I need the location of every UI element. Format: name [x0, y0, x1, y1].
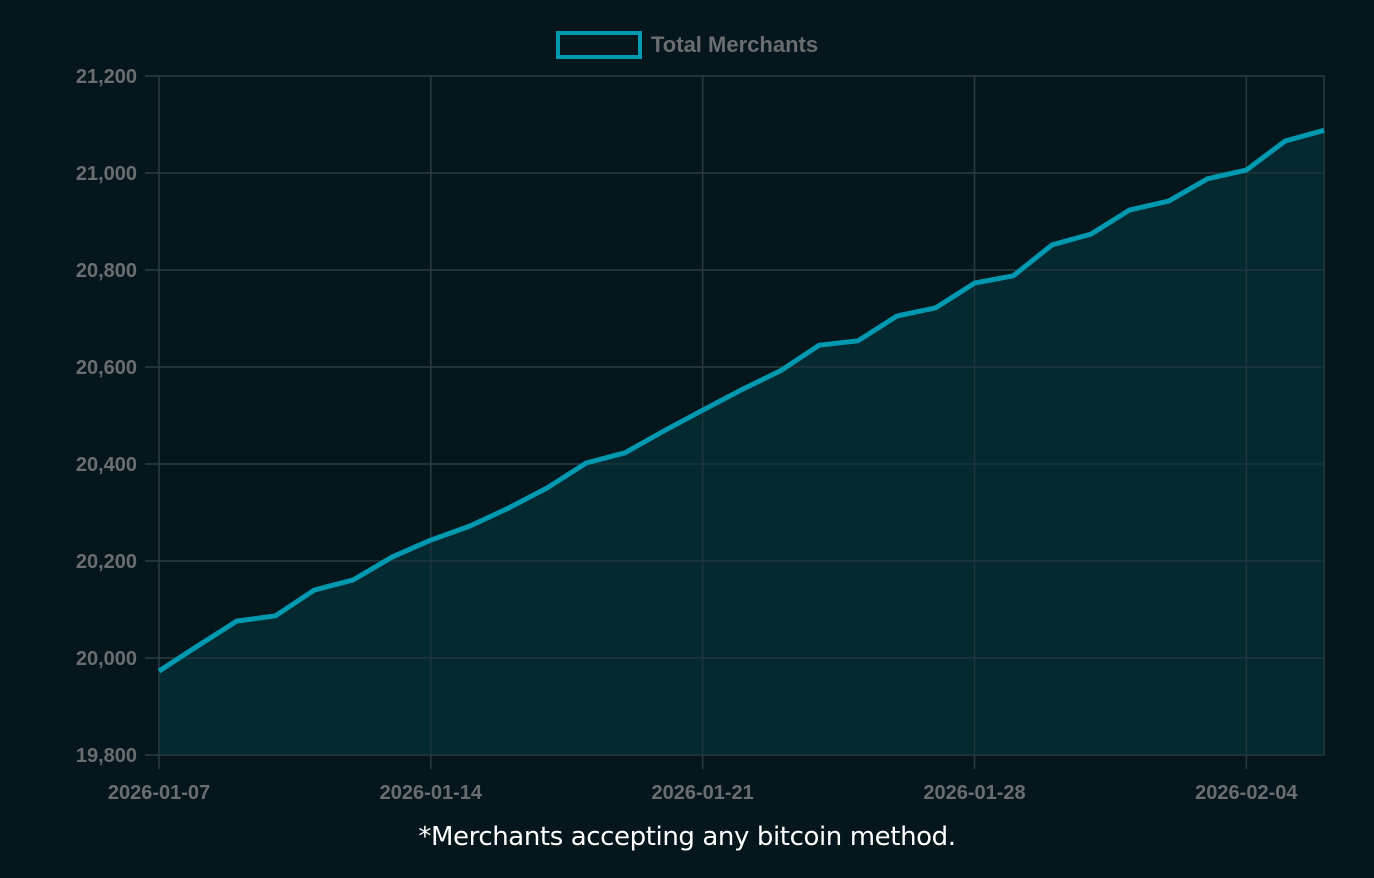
y-tick-label: 20,200 [76, 551, 137, 573]
y-tick-label: 21,000 [76, 163, 137, 185]
x-tick-label: 2026-01-28 [923, 782, 1025, 804]
x-tick-label: 2026-01-14 [380, 782, 483, 804]
y-tick-label: 20,000 [76, 648, 137, 670]
y-tick-label: 20,400 [76, 454, 137, 476]
grid-overlay [145, 75, 1325, 769]
y-tick-label: 20,800 [76, 260, 137, 282]
y-axis: 19,800 20,000 20,200 20,400 20,600 20,800 21,0… [76, 66, 137, 767]
x-axis: 2026-01-07 2026-01-14 2026-01-21 2026-01-28… [108, 782, 1299, 804]
x-tick-label: 2026-01-21 [652, 782, 754, 804]
legend[interactable]: Total Merchants [556, 31, 818, 59]
legend-swatch-icon [556, 31, 642, 59]
area-fill [159, 130, 1324, 756]
y-tick-label: 20,600 [76, 357, 137, 379]
x-tick-label: 2026-02-04 [1195, 782, 1298, 804]
data-line [157, 127, 1325, 674]
legend-label: Total Merchants [651, 32, 818, 57]
footnote: *Merchants accepting any bitcoin method. [418, 822, 956, 852]
y-tick-label: 21,200 [76, 66, 137, 88]
x-tick-label: 2026-01-07 [108, 782, 210, 804]
y-tick-label: 19,800 [76, 745, 137, 767]
